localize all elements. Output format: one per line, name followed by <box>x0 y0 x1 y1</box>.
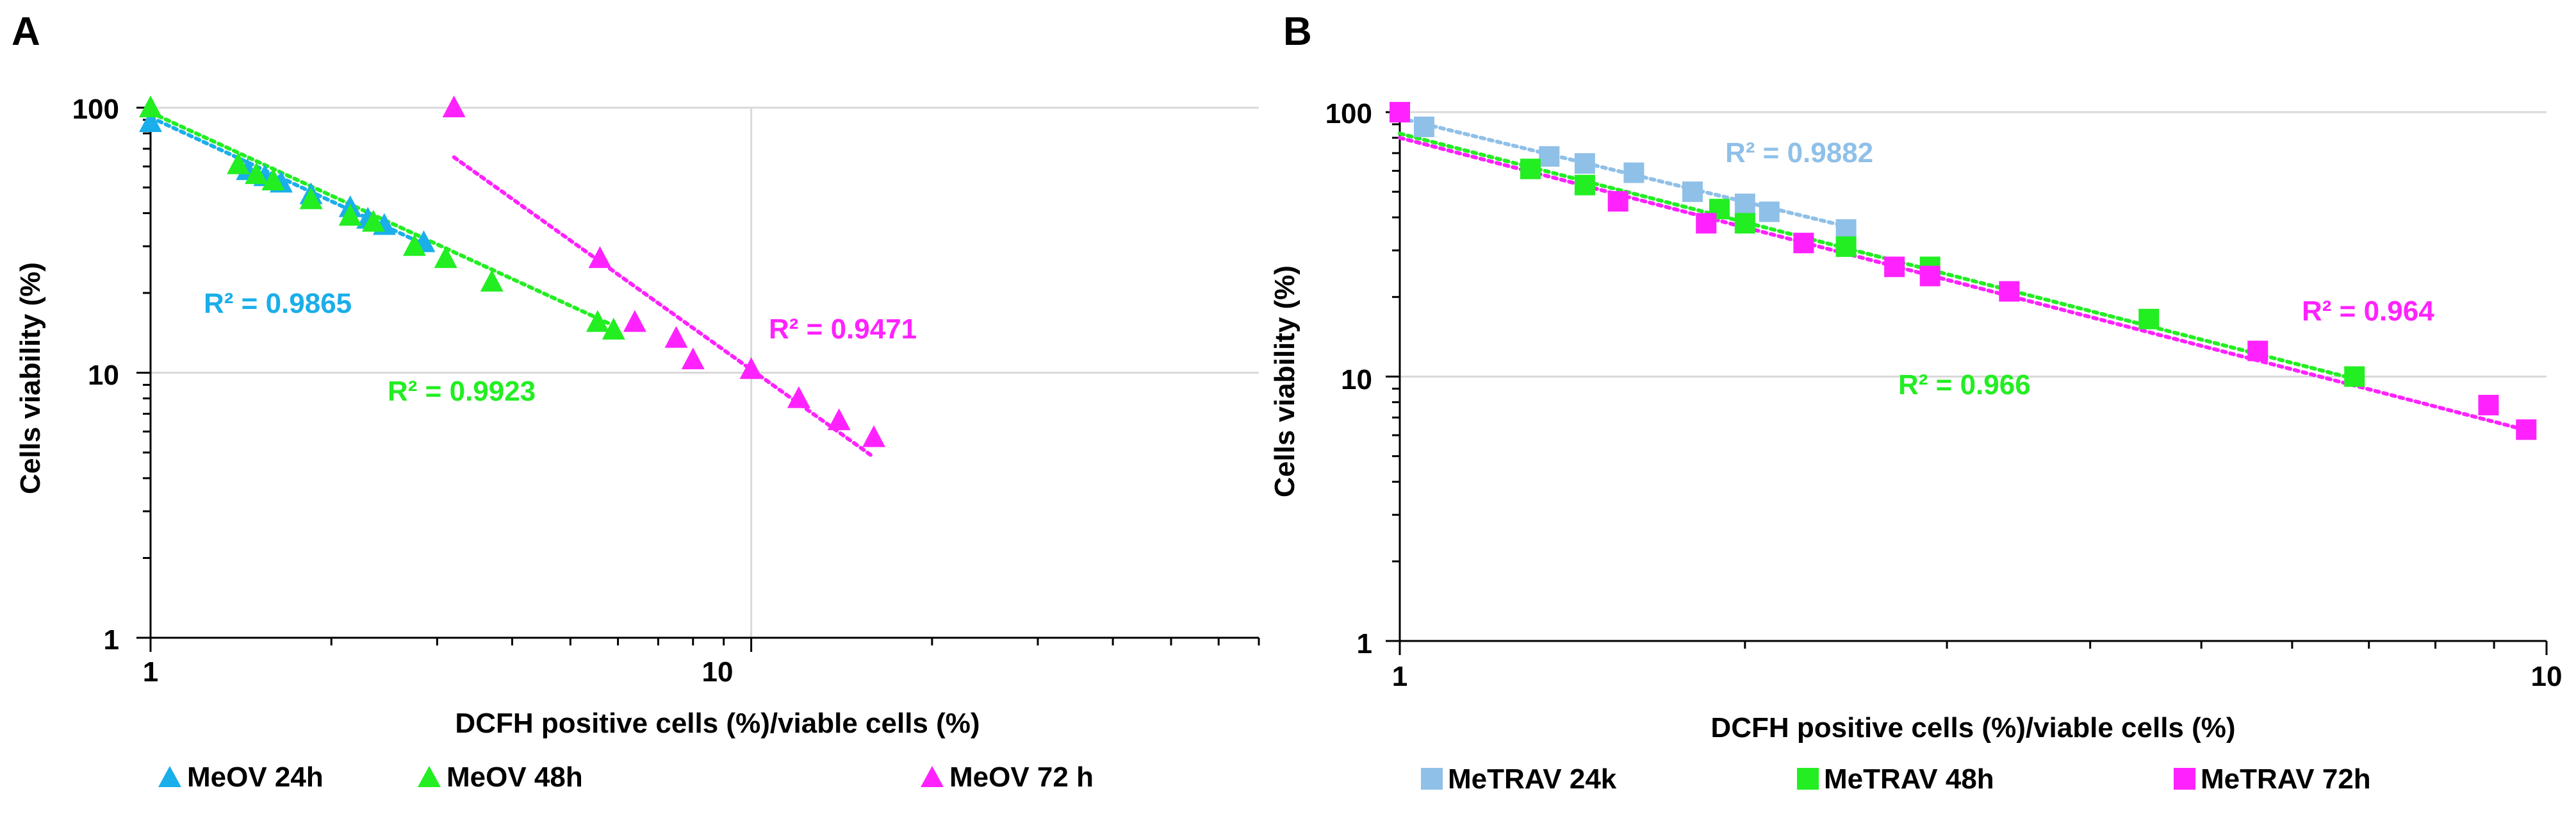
legend-b-72h-label: MeTRAV 72h <box>2201 763 2371 795</box>
legend-b-48h-marker <box>1797 768 1819 790</box>
legend-a-48h-label: MeOV 48h <box>447 761 583 793</box>
legend-a-48h-marker <box>418 766 441 787</box>
data-point-a-2 <box>827 408 851 431</box>
panel-a-legend: MeOV 24h MeOV 48h MeOV 72 h <box>158 761 1094 793</box>
data-point-a-1 <box>338 204 362 226</box>
data-point-a-1 <box>602 317 625 340</box>
panel-b-r2-24h: R² = 0.9882 <box>1725 137 1873 169</box>
trendline-a-2 <box>452 155 876 460</box>
panel-a-ytick-100: 100 <box>72 94 119 125</box>
data-point-a-2 <box>787 386 810 408</box>
data-point-a-2 <box>739 357 763 379</box>
data-point-b-2 <box>1607 191 1628 212</box>
panel-a-x-axis-label: DCFH positive cells (%)/viable cells (%) <box>455 708 980 739</box>
trendline-b-1 <box>1398 131 2357 381</box>
panel-b-x-axis-label: DCFH positive cells (%)/viable cells (%) <box>1710 712 2235 744</box>
data-point-b-2 <box>1793 233 1814 254</box>
data-point-b-0 <box>1734 194 1755 215</box>
data-point-b-0 <box>1759 201 1780 222</box>
panel-b-r2-48h: R² = 0.966 <box>1898 369 2031 401</box>
data-point-a-1 <box>480 269 504 292</box>
panel-b-ytick-100: 100 <box>1325 98 1372 129</box>
data-point-b-0 <box>1682 181 1703 203</box>
panel-a-r2-48h: R² = 0.9923 <box>388 376 536 407</box>
panel-a-xtick-1: 1 <box>143 656 158 688</box>
data-point-b-0 <box>1574 153 1595 174</box>
panel-a-ytick-10: 10 <box>88 360 119 391</box>
legend-a-72h-label: MeOV 72 h <box>949 761 1094 793</box>
panel-b: B 100 10 1 1 10 DCFH positive cells (%)/… <box>1269 10 2562 795</box>
panel-b-points <box>1390 102 2537 440</box>
panel-b-axes <box>1386 111 2548 655</box>
data-point-a-1 <box>402 234 426 256</box>
legend-b-24h-marker <box>1421 768 1443 790</box>
data-point-a-2 <box>623 310 646 332</box>
data-point-a-1 <box>361 210 385 232</box>
data-point-a-2 <box>862 425 886 447</box>
data-point-b-2 <box>2247 340 2268 362</box>
panel-a-ytick-1: 1 <box>104 624 119 656</box>
data-point-a-2 <box>442 96 466 117</box>
data-point-b-0 <box>1413 116 1434 137</box>
panel-b-ytick-10: 10 <box>1341 364 1372 395</box>
data-point-b-2 <box>1999 281 2020 302</box>
panel-b-ytick-1: 1 <box>1357 628 1372 660</box>
data-point-b-1 <box>1734 213 1755 234</box>
data-point-b-2 <box>1919 265 1940 287</box>
data-point-a-2 <box>588 246 612 269</box>
data-point-a-1 <box>139 96 162 117</box>
data-point-b-2 <box>1696 213 1717 234</box>
legend-b-48h-label: MeTRAV 48h <box>1824 763 1994 795</box>
legend-a-24h-marker <box>158 766 181 787</box>
panel-a: A 100 10 1 1 10 DCFH positive cells (%)/… <box>12 10 1260 793</box>
data-point-b-0 <box>1623 162 1645 183</box>
panel-a-letter: A <box>12 10 40 54</box>
data-point-b-0 <box>1539 146 1560 167</box>
panel-b-legend: MeTRAV 24k MeTRAV 48h MeTRAV 72h <box>1421 763 2371 795</box>
panel-b-r2-72h: R² = 0.964 <box>2302 295 2434 327</box>
data-point-b-2 <box>1884 256 1905 278</box>
panel-a-y-axis-label: Cells viability (%) <box>15 262 46 494</box>
panel-b-xtick-1: 1 <box>1392 661 1407 692</box>
data-point-b-1 <box>1835 236 1857 257</box>
legend-a-24h-label: MeOV 24h <box>187 761 324 793</box>
data-point-b-0 <box>1835 219 1857 240</box>
data-point-b-1 <box>2138 308 2160 329</box>
data-point-b-1 <box>1520 158 1541 179</box>
panel-b-letter: B <box>1283 10 1312 54</box>
data-point-b-2 <box>2478 395 2499 416</box>
legend-b-24h-label: MeTRAV 24k <box>1448 763 1617 795</box>
legend-b-72h-marker <box>2174 768 2195 790</box>
data-point-b-1 <box>1574 174 1595 195</box>
data-point-b-2 <box>1390 102 1410 122</box>
data-point-b-1 <box>2344 366 2365 387</box>
legend-a-72h-marker <box>921 766 944 787</box>
data-point-a-1 <box>227 152 250 174</box>
panel-b-y-axis-label: Cells viability (%) <box>1269 265 1300 497</box>
data-point-a-1 <box>261 169 285 191</box>
data-point-a-1 <box>299 187 323 210</box>
data-point-b-2 <box>2516 419 2537 440</box>
data-point-a-2 <box>681 347 705 370</box>
data-point-a-1 <box>245 162 268 185</box>
panel-a-r2-72h: R² = 0.9471 <box>769 313 917 345</box>
panel-a-r2-24h: R² = 0.9865 <box>204 288 352 319</box>
data-point-a-1 <box>434 246 457 269</box>
data-point-a-0 <box>139 110 162 132</box>
data-point-a-2 <box>664 326 688 348</box>
panel-a-points <box>139 96 886 447</box>
data-point-a-1 <box>586 310 609 332</box>
panel-b-xtick-10: 10 <box>2531 661 2563 692</box>
panel-a-xtick-10: 10 <box>702 656 734 688</box>
panel-b-grid <box>1400 111 2547 378</box>
